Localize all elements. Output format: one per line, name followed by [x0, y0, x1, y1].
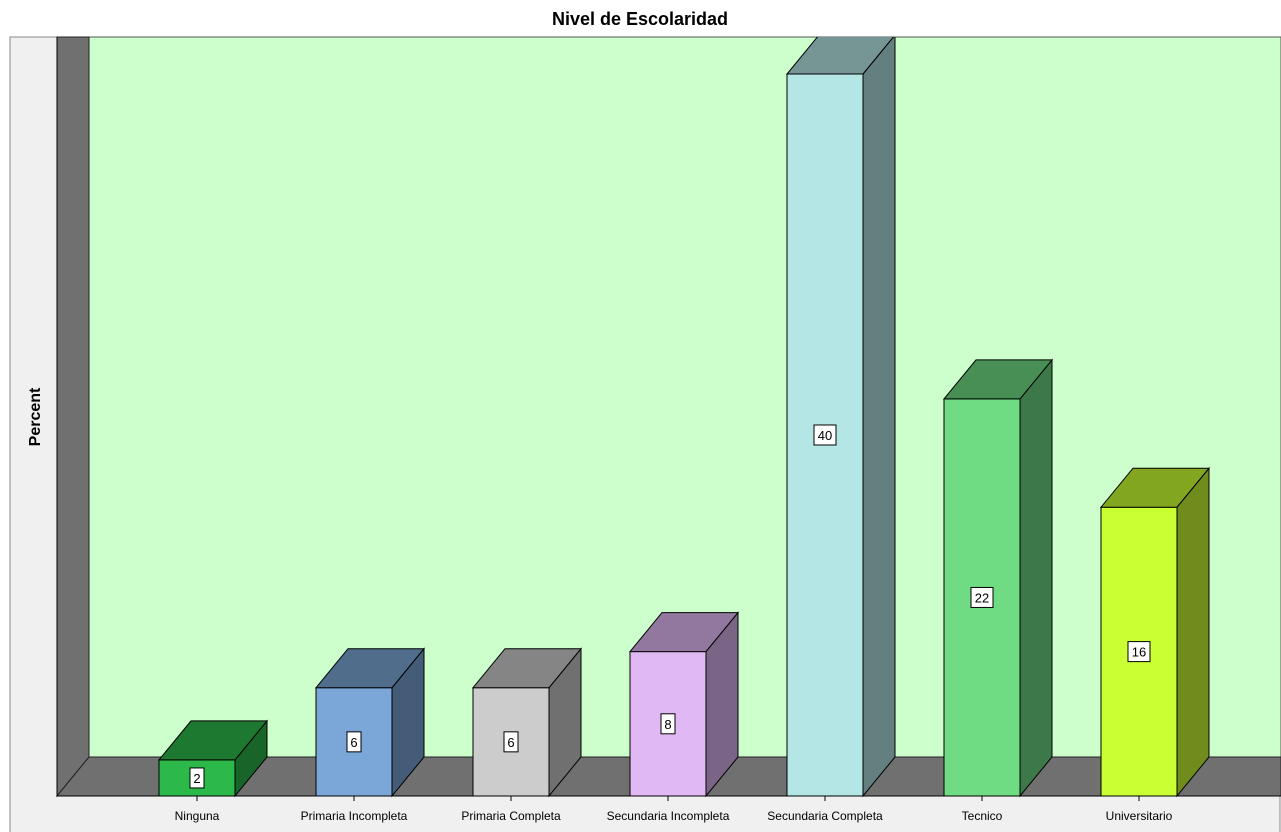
bar-top-5 [785, 37, 895, 75]
data-label-5: 40 [818, 428, 832, 443]
bar-top-1 [157, 720, 269, 761]
bar-top-6 [942, 359, 1054, 400]
data-label-1: 2 [193, 771, 200, 786]
bar-side-7 [1176, 466, 1210, 798]
category-label-6: Tecnico [962, 809, 1003, 823]
bar-3 [471, 647, 583, 798]
chart-title: Nivel de Escolaridad [552, 9, 728, 29]
left-wall [56, 36, 90, 798]
bar-side-5 [862, 37, 896, 798]
category-label-2: Primaria Incompleta [301, 809, 408, 823]
data-label-2: 6 [350, 735, 357, 750]
y-axis-label: Percent [27, 387, 44, 446]
bar-7 [1099, 466, 1211, 798]
category-label-7: Universitario [1106, 809, 1173, 823]
category-label-1: Ninguna [175, 809, 220, 823]
data-label-box-1 [189, 767, 205, 789]
category-label-3: Primaria Completa [461, 809, 561, 823]
category-label-5: Secundaria Completa [767, 809, 883, 823]
bar-side-6 [1019, 358, 1053, 798]
bar-1 [157, 719, 269, 798]
data-label-box-2 [346, 731, 362, 753]
data-label-3: 6 [507, 735, 514, 750]
bar-5 [785, 37, 896, 798]
data-label-box-7 [1127, 641, 1151, 663]
labels-group: 2 Ninguna 6 Primaria Incompleta 6 Primaria Co… [175, 424, 1173, 823]
data-label-box-6 [970, 586, 994, 608]
bar-4 [628, 611, 740, 798]
bar-2 [314, 647, 426, 798]
bar-top-7 [1099, 467, 1211, 508]
data-label-box-4 [660, 713, 676, 735]
data-label-7: 16 [1132, 645, 1146, 660]
bar-6 [942, 358, 1054, 798]
bar-top-2 [314, 648, 426, 689]
category-label-4: Secundaria Incompleta [607, 809, 730, 823]
bar-top-4 [628, 612, 740, 653]
data-label-box-5 [813, 424, 837, 446]
data-label-4: 8 [664, 717, 671, 732]
bar-top-3 [471, 648, 583, 689]
bars-group [157, 37, 1211, 798]
data-label-box-3 [503, 731, 519, 753]
data-label-6: 22 [975, 590, 989, 605]
